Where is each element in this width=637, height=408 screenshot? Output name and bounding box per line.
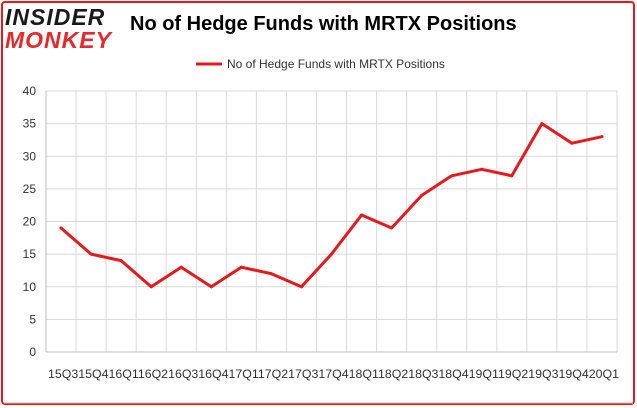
- y-tick-label: 15: [23, 247, 37, 261]
- data-point: [510, 174, 514, 178]
- legend-label: No of Hedge Funds with MRTX Positions: [227, 57, 445, 71]
- data-point: [390, 226, 394, 230]
- y-tick-label: 40: [23, 84, 37, 98]
- data-point: [179, 265, 183, 269]
- series-line-0: [59, 122, 604, 289]
- y-tick-label: 0: [29, 345, 36, 359]
- data-point: [450, 174, 454, 178]
- data-point: [480, 167, 484, 171]
- data-point: [269, 272, 273, 276]
- data-point: [420, 193, 424, 197]
- y-tick-label: 35: [23, 117, 37, 131]
- data-point: [360, 213, 364, 217]
- chart-title: No of Hedge Funds with MRTX Positions: [130, 13, 517, 35]
- data-point: [330, 252, 333, 256]
- data-point: [570, 141, 574, 145]
- axis-layer: 0 5 10 15 20 25 30 35 40 15Q315Q416Q116Q216Q316Q4…: [23, 84, 620, 381]
- data-point: [89, 252, 93, 256]
- x-tick-labels: 15Q315Q416Q116Q216Q316Q417Q117Q217Q317Q4…: [48, 367, 619, 381]
- data-point: [600, 135, 604, 139]
- data-point: [119, 259, 123, 263]
- data-point: [540, 122, 544, 126]
- data-point: [239, 265, 243, 269]
- insider-monkey-logo: INSIDER MONKEY: [5, 4, 120, 54]
- y-tick-label: 10: [23, 280, 37, 294]
- data-point: [59, 226, 63, 230]
- data-point: [149, 285, 153, 289]
- y-tick-label: 20: [23, 215, 37, 229]
- data-point: [209, 285, 213, 289]
- logo-line-1: INSIDER: [5, 4, 106, 30]
- data-point: [299, 285, 303, 289]
- legend: No of Hedge Funds with MRTX Positions: [196, 57, 445, 71]
- y-tick-label: 30: [23, 149, 37, 163]
- grid-layer: [45, 90, 618, 353]
- y-tick-label: 5: [29, 312, 36, 326]
- series-layer: [59, 122, 604, 289]
- y-tick-label: 25: [23, 182, 37, 196]
- logo-line-2: MONKEY: [5, 27, 112, 53]
